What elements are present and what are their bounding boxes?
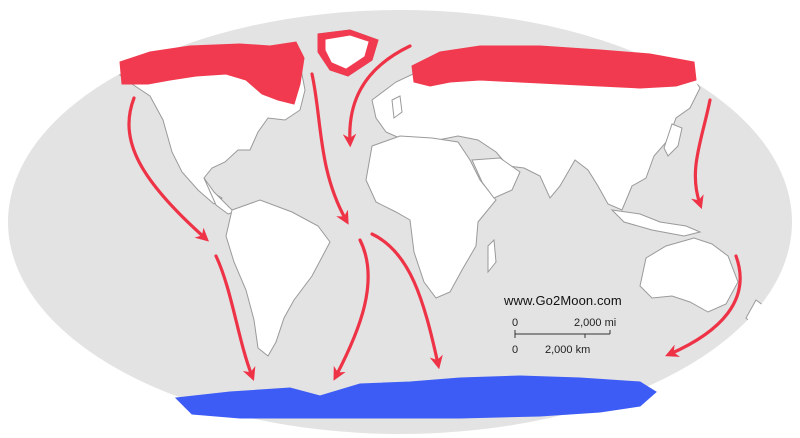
arctic-eurasia — [411, 45, 697, 89]
migration-arrow — [127, 96, 210, 242]
madagascar — [487, 238, 497, 274]
scale-bar — [514, 330, 611, 338]
watermark: www.Go2Moon.com — [504, 293, 622, 308]
arctic-north-america — [119, 41, 305, 105]
migration-arrow — [665, 254, 742, 357]
south-america — [225, 199, 331, 357]
migration-arrow — [214, 254, 256, 382]
scale-km-end: 2,000 km — [545, 344, 590, 356]
greenland-interior — [325, 35, 369, 69]
australia — [639, 237, 739, 313]
antarctica — [174, 375, 657, 419]
africa — [365, 135, 497, 299]
scale-km-start: 0 — [512, 344, 518, 356]
british-isles — [391, 95, 403, 119]
scale-mi-end: 2,000 mi — [574, 317, 616, 329]
arabia — [471, 157, 521, 199]
migration-arrow — [310, 72, 349, 225]
indonesia — [610, 209, 702, 237]
north-america — [118, 59, 306, 205]
japan — [663, 123, 683, 157]
migration-arrow — [690, 98, 712, 210]
migration-arrow — [333, 238, 370, 381]
migration-arrow — [370, 232, 443, 370]
scale-mi-start: 0 — [512, 317, 518, 329]
migration-arrow — [342, 44, 412, 148]
